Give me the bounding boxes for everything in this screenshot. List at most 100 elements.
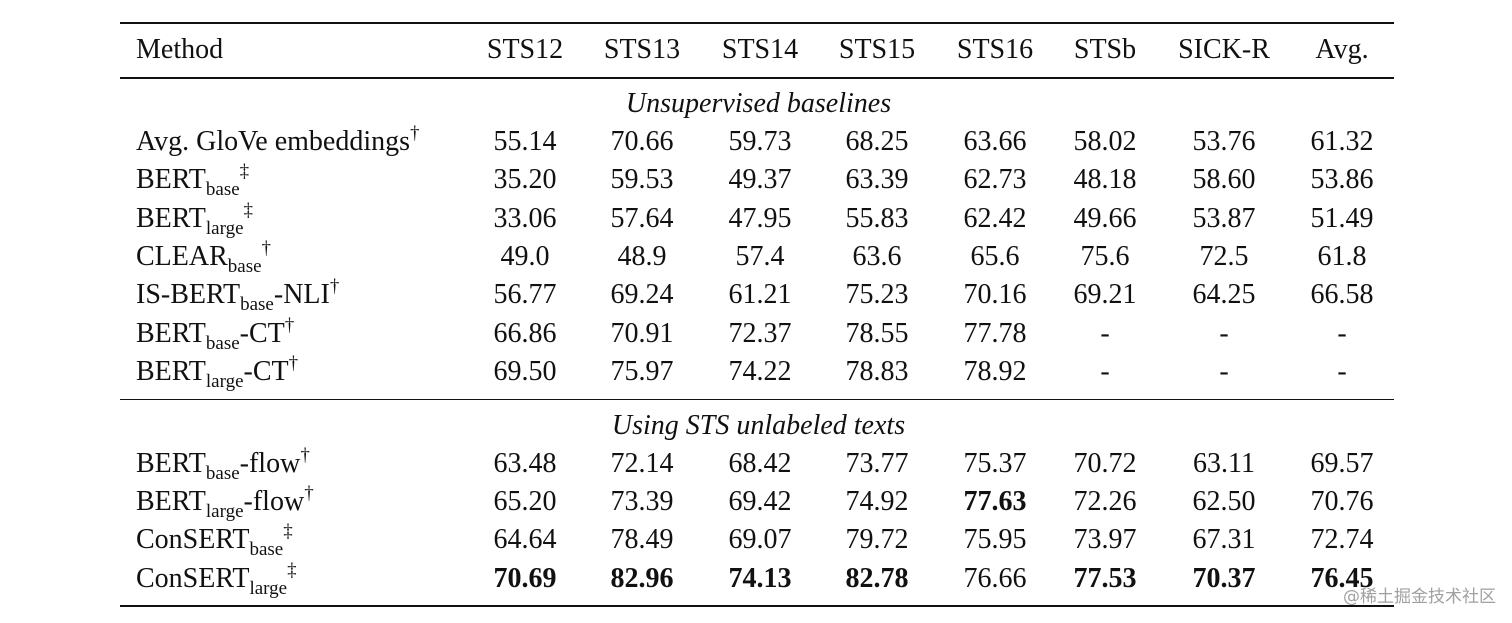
top-rule	[120, 22, 1394, 24]
column-header: STS13	[603, 34, 681, 65]
method-part: BERT	[136, 317, 206, 349]
column-header: STS16	[956, 34, 1034, 65]
value-cell: 70.72	[1073, 447, 1137, 479]
value-cell: 72.14	[610, 447, 674, 479]
method-part: BERT	[136, 486, 206, 518]
value-cell: 74.13	[728, 562, 792, 594]
value-cell: 63.6	[852, 240, 902, 272]
value-cell: 75.37	[963, 447, 1027, 479]
method-cell: BERTlarge-flow†	[136, 483, 314, 521]
value-cell: 74.92	[845, 486, 909, 518]
value-cell: 77.53	[1073, 562, 1137, 594]
method-part: -CT	[243, 355, 289, 387]
method-part: large	[205, 501, 244, 523]
method-part: base	[249, 539, 284, 561]
method-part: †	[410, 123, 420, 144]
method-part: BERT	[136, 355, 206, 387]
value-cell: 59.73	[728, 126, 792, 157]
value-cell: 61.32	[1310, 126, 1374, 157]
value-cell: 75.23	[845, 279, 909, 311]
value-cell: 82.96	[610, 562, 674, 594]
value-cell: 62.50	[1192, 486, 1256, 518]
value-cell: 58.60	[1192, 164, 1256, 196]
value-cell: 70.66	[610, 126, 674, 157]
method-part: ‡	[239, 161, 250, 183]
method-part: large	[205, 370, 244, 392]
value-cell: 57.64	[610, 202, 674, 234]
method-part: ConSERT	[136, 524, 250, 556]
value-cell: 65.20	[493, 486, 557, 518]
value-cell: 75.6	[1080, 240, 1130, 272]
value-cell: 69.07	[728, 524, 792, 556]
value-cell: 82.78	[845, 562, 909, 594]
value-cell: 64.25	[1192, 279, 1256, 311]
value-cell: -	[1219, 355, 1229, 387]
value-cell: 70.76	[1310, 486, 1374, 518]
value-cell: 72.5	[1199, 240, 1249, 272]
value-cell: 79.72	[845, 524, 909, 556]
method-part: BERT	[136, 202, 206, 234]
method-part: large	[205, 217, 244, 239]
value-cell: 63.11	[1193, 447, 1255, 479]
value-cell: 63.48	[493, 447, 557, 479]
value-cell: 65.6	[970, 240, 1020, 272]
value-cell: 58.02	[1073, 126, 1137, 157]
method-part: base	[227, 255, 262, 277]
method-cell: ConSERTlarge‡	[136, 559, 297, 598]
value-cell: -	[1337, 355, 1347, 387]
value-cell: 35.20	[493, 164, 557, 196]
method-part: base	[205, 332, 240, 354]
method-part: ‡	[287, 559, 297, 581]
method-part: -NLI	[273, 279, 330, 311]
method-cell: CLEARbase†	[136, 237, 272, 276]
value-cell: 59.53	[610, 164, 674, 196]
value-cell: 74.22	[728, 355, 792, 387]
value-cell: 62.42	[963, 202, 1027, 234]
section-title: Using STS unlabeled texts	[611, 409, 906, 441]
value-cell: -	[1219, 317, 1229, 349]
method-part: †	[261, 237, 272, 259]
value-cell: 62.73	[963, 164, 1027, 196]
value-cell: 51.49	[1310, 202, 1374, 234]
column-header: STS15	[838, 34, 916, 65]
value-cell: 53.76	[1192, 126, 1256, 157]
value-cell: 48.18	[1073, 164, 1137, 196]
value-cell: 73.97	[1073, 524, 1137, 556]
method-part: †	[304, 483, 314, 505]
method-part: large	[249, 577, 288, 599]
value-cell: 67.31	[1192, 524, 1256, 556]
value-cell: 75.95	[963, 524, 1027, 556]
value-cell: 53.86	[1310, 164, 1374, 196]
method-part: base	[205, 462, 240, 484]
method-cell: ConSERTbase‡	[136, 522, 293, 559]
method-cell: BERTbase‡	[136, 161, 250, 199]
method-part: IS-BERT	[136, 279, 241, 311]
value-cell: 78.92	[963, 355, 1027, 387]
value-cell: 75.97	[610, 355, 674, 387]
method-part: †	[300, 444, 310, 466]
column-header: STS12	[486, 34, 564, 65]
value-cell: 49.0	[500, 240, 550, 272]
value-cell: 77.63	[963, 486, 1027, 518]
column-header: Method	[136, 34, 224, 65]
method-part: BERT	[136, 447, 206, 479]
value-cell: 49.37	[728, 164, 792, 196]
section-rule	[120, 398, 1394, 401]
method-part: ConSERT	[136, 562, 250, 594]
method-part: ‡	[243, 199, 254, 221]
method-cell: BERTlarge‡	[136, 199, 254, 238]
value-cell: 64.64	[493, 524, 557, 556]
column-header: STS14	[721, 34, 799, 65]
method-cell: BERTbase-CT†	[136, 316, 294, 353]
value-cell: 56.77	[493, 279, 557, 311]
value-cell: 61.8	[1317, 240, 1367, 272]
method-part: Avg. GloVe embeddings	[136, 126, 410, 157]
section-title: Unsupervised baselines	[625, 88, 892, 119]
value-cell: 70.91	[610, 317, 674, 349]
value-cell: 73.77	[845, 447, 909, 479]
value-cell: 78.55	[845, 317, 909, 349]
value-cell: 70.16	[963, 279, 1027, 311]
method-part: †	[329, 276, 340, 298]
value-cell: 72.26	[1073, 486, 1137, 518]
